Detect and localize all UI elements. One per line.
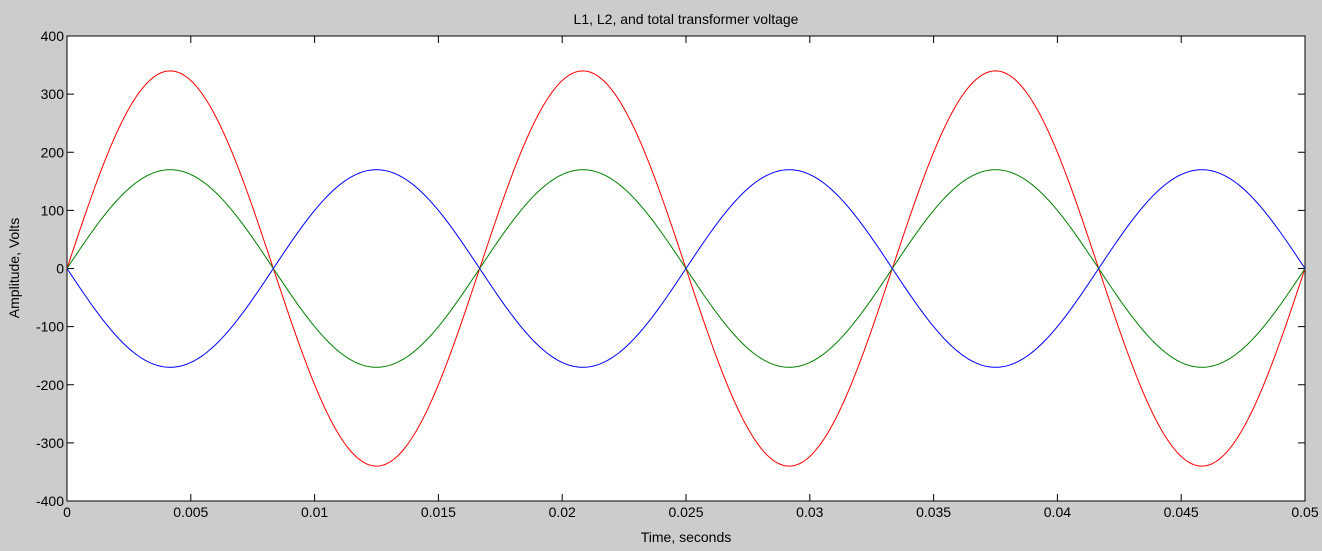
x-tick-label: 0.025 (668, 504, 703, 520)
y-tick-label: -100 (36, 319, 64, 335)
y-tick-label: 0 (56, 261, 64, 277)
x-axis-label: Time, seconds (641, 529, 732, 545)
y-tick-label: -300 (36, 435, 64, 451)
x-tick-label: 0.035 (916, 504, 951, 520)
x-axis-tick-labels: 0 0.005 0.01 0.015 0.02 0.025 0.03 0.035 0.04 0.0… (63, 504, 1319, 520)
y-tick-label: -200 (36, 377, 64, 393)
y-axis-tick-labels: -400 -300 -200 -100 0 100 200 300 400 (36, 28, 64, 509)
x-tick-label: 0.05 (1291, 504, 1318, 520)
x-tick-label: 0.005 (173, 504, 208, 520)
x-tick-label: 0.04 (1044, 504, 1071, 520)
x-tick-label: 0.03 (796, 504, 823, 520)
x-tick-label: 0.02 (549, 504, 576, 520)
y-tick-label: 400 (41, 28, 65, 44)
y-tick-label: 100 (41, 202, 65, 218)
chart-title: L1, L2, and total transformer voltage (574, 11, 799, 27)
y-axis-label: Amplitude, Volts (6, 218, 22, 318)
series-line-3 (66, 169, 1306, 368)
x-tick-label: 0.015 (421, 504, 456, 520)
y-tick-label: 300 (41, 86, 65, 102)
axis-ticks (66, 35, 1306, 502)
y-tick-label: 200 (41, 144, 65, 160)
x-tick-label: 0 (63, 504, 71, 520)
y-tick-label: -400 (36, 493, 64, 509)
x-tick-label: 0.045 (1164, 504, 1199, 520)
series-lines (66, 70, 1306, 467)
x-tick-label: 0.01 (301, 504, 328, 520)
